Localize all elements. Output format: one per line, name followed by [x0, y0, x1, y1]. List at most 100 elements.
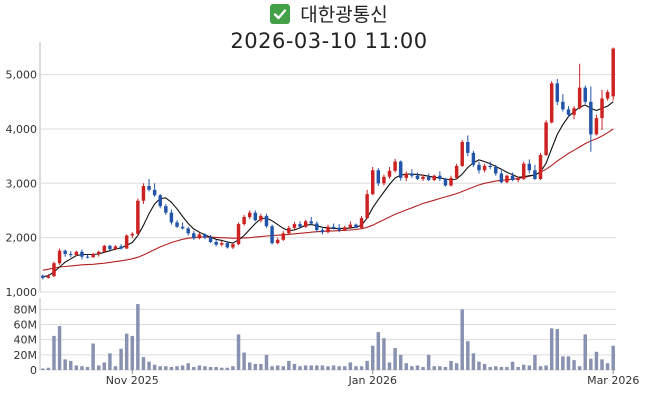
volume-bar	[292, 363, 297, 370]
candle-body	[303, 221, 308, 227]
volume-bar	[398, 354, 403, 370]
volume-bar	[421, 366, 425, 370]
volume-bar	[583, 334, 587, 370]
volume-bar	[315, 365, 319, 370]
volume-bar	[309, 365, 313, 370]
candle-body	[488, 165, 492, 167]
candle-body	[477, 164, 481, 171]
volume-bar	[158, 366, 162, 370]
candle-body	[124, 235, 129, 249]
candle-body	[555, 83, 560, 102]
volume-bar	[510, 361, 515, 370]
volume-bar	[376, 332, 381, 370]
candle-body	[359, 218, 364, 228]
volume-bar	[259, 363, 263, 370]
price-panel: 1,000 2,000 3,000 4,000 5,000	[6, 42, 616, 299]
volume-bar	[410, 366, 414, 370]
candle-body	[119, 246, 123, 249]
chart-datetime-subtitle: 2026-03-10 11:00	[230, 29, 428, 53]
candle-body	[236, 224, 241, 245]
x-tick-label: Nov 2025	[106, 374, 159, 387]
volume-bar	[287, 360, 291, 370]
volume-bar	[203, 366, 207, 370]
short-moving-average-line	[42, 101, 614, 278]
x-tick-label: Jan 2026	[348, 374, 397, 387]
candle-body	[326, 226, 330, 233]
candle-body	[421, 176, 425, 179]
volume-bar	[477, 361, 481, 370]
candle-body	[510, 175, 515, 181]
candle-body	[605, 92, 610, 99]
candle-body	[203, 234, 207, 238]
volume-bar	[74, 365, 79, 370]
volume-bar	[242, 352, 246, 370]
volume-bar	[594, 351, 599, 370]
volume-bar	[382, 338, 386, 370]
volume-bar	[113, 366, 118, 370]
volume-bar	[343, 366, 347, 370]
volume-bar	[46, 367, 51, 370]
volume-bar	[136, 304, 140, 370]
volume-bar	[466, 341, 470, 370]
volume-panel: 0 20M 40M 60M 80M	[14, 298, 616, 377]
candle-body	[566, 109, 571, 115]
volume-bar	[415, 365, 420, 370]
volume-bar	[549, 328, 554, 370]
candle-body	[259, 215, 263, 221]
candle-body	[561, 101, 565, 110]
candle-body	[41, 275, 45, 278]
volume-bar	[611, 345, 615, 370]
candle-body	[544, 122, 548, 156]
volume-bar	[426, 354, 431, 370]
candle-body	[460, 142, 464, 166]
candle-body	[516, 178, 520, 181]
candle-body	[594, 118, 599, 135]
volume-bar	[124, 333, 129, 370]
candle-body	[298, 224, 302, 227]
volume-bar	[57, 326, 62, 370]
volume-bar	[69, 360, 73, 370]
volume-bar	[589, 358, 593, 370]
candle-body	[270, 226, 274, 244]
volume-bar	[192, 366, 196, 370]
volume-bar	[119, 348, 123, 370]
candle-body	[376, 170, 381, 184]
candle-body	[466, 142, 470, 153]
candle-body	[454, 165, 459, 178]
volume-bar	[482, 363, 487, 370]
volume-bar	[521, 364, 526, 370]
candle-body	[231, 244, 235, 248]
volume-bar	[80, 366, 84, 370]
candle-body	[136, 200, 140, 234]
candle-body	[169, 212, 174, 223]
volume-bar	[152, 364, 157, 370]
volume-bar	[404, 363, 409, 370]
candle-body	[365, 194, 369, 219]
price-y-tick-label: 2,000	[6, 232, 38, 245]
candle-body	[577, 87, 582, 109]
candle-body	[242, 217, 246, 225]
candle-body	[371, 170, 375, 195]
volume-bar	[175, 366, 179, 370]
volume-bar	[169, 366, 174, 370]
candle-body	[315, 223, 319, 231]
stock-name-title: 대한광통신	[300, 4, 388, 26]
chart-header: 대한광통신 2026-03-10 11:00	[0, 0, 658, 56]
candle-body	[102, 245, 107, 252]
volume-bar	[298, 366, 302, 370]
candle-body	[57, 250, 62, 264]
candle-body	[611, 48, 615, 97]
volume-bar	[180, 365, 185, 370]
volume-bar	[337, 366, 341, 370]
volume-bar	[354, 366, 358, 370]
volume-bar	[270, 366, 274, 370]
volume-bar	[220, 367, 224, 370]
candle-body	[287, 227, 291, 234]
candle-body	[432, 175, 436, 181]
candle-body	[320, 230, 325, 233]
volume-bar	[85, 366, 90, 370]
candle-body	[415, 175, 420, 179]
volume-bar	[108, 353, 112, 370]
candle-body	[292, 224, 297, 228]
